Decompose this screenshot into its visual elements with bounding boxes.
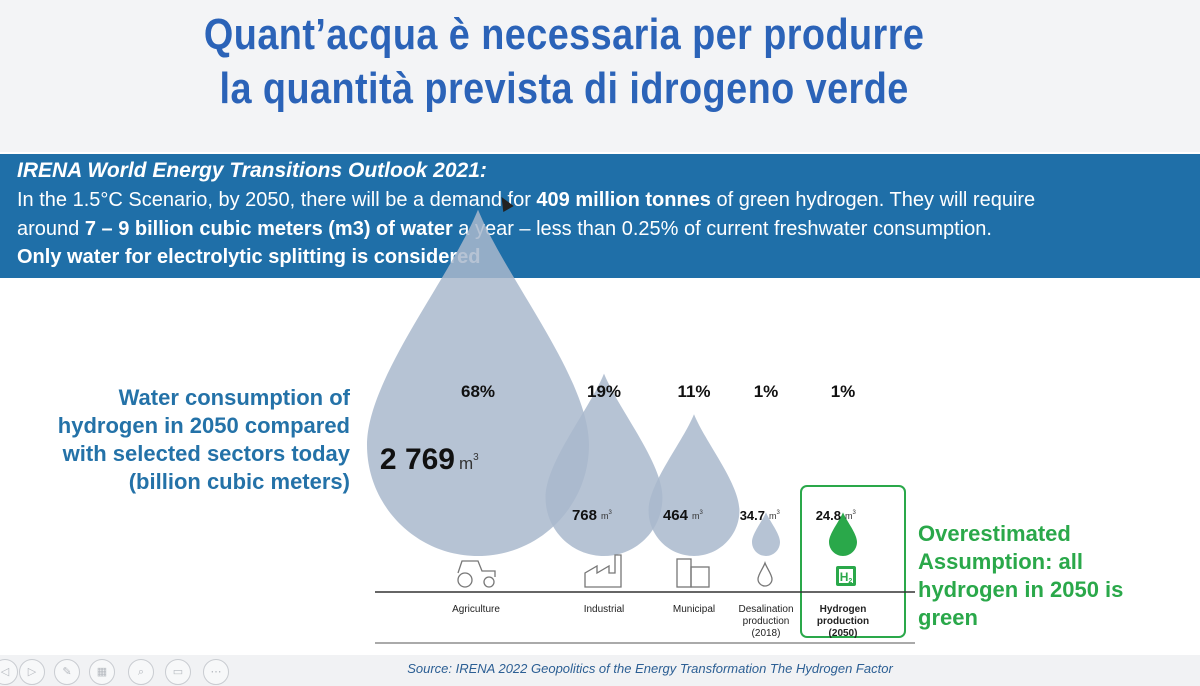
banner-highlight: 7 – 9 billion cubic meters (m3) of water [84,218,453,240]
banner-text: around [17,218,85,240]
category-label: Hydrogen [820,604,867,615]
banner-heading: IRENA World Energy Transitions Outlook 2… [17,159,487,182]
banner-line-3: Only water for electrolytic splitting is… [17,246,481,268]
tractor-icon [457,560,496,577]
value-label: 768 [572,507,597,524]
banner-line-2: around 7 – 9 billion cubic meters (m3) o… [17,218,992,241]
unit-label: m3 [692,510,704,521]
tractor-icon [457,572,473,588]
category-label: Desalination [738,604,793,615]
buildings-icon [690,566,710,588]
title-area: Quant’acqua è necessaria per produrre la… [0,0,1200,152]
water-drop-4 [829,512,857,556]
water-drop-0 [367,209,589,556]
category-label: Industrial [584,604,625,615]
banner-text: In the 1.5°C Scenario, by 2050, there wi… [17,189,537,211]
factory-icon [584,554,622,588]
pen-tool-icon[interactable]: ✎ [54,659,80,685]
share-label: 1% [754,382,779,401]
subtitles-icon[interactable]: ▭ [165,659,191,685]
category-label: (2050) [829,628,858,639]
buildings-icon [676,558,692,588]
share-label: 19% [587,382,621,401]
unit-label: m3 [601,510,613,521]
more-options-icon[interactable]: ⋯ [203,659,229,685]
value-label: 2 769 [380,443,455,476]
value-label: 24.8 [816,508,841,523]
share-label: 68% [461,382,495,401]
unit-label: m3 [769,510,781,521]
banner-text: of green hydrogen. They will require [710,189,1036,211]
info-banner: IRENA World Energy Transitions Outlook 2… [0,154,1200,278]
slides-grid-icon[interactable]: ▦ [89,659,115,685]
droplet-outline-icon [757,561,773,587]
water-drop-3 [752,512,780,556]
water-drop-1 [545,373,663,556]
h2-icon [839,569,853,583]
unit-label: m3 [845,510,857,521]
banner-highlight: 409 million tonnes [536,189,711,211]
banner-text: a year – less than 0.25% of current fres… [452,218,992,240]
category-label: Agriculture [452,604,500,615]
value-label: 464 [663,507,689,524]
value-label: 34.7 [740,508,765,523]
category-label: (2018) [752,628,781,639]
share-label: 11% [677,382,710,401]
water-drop-2 [648,414,740,556]
play-button[interactable]: ▷ [19,659,45,685]
slide-title-line-1: Quant’acqua è necessaria per produrre [203,10,925,59]
source-caption: Source: IRENA 2022 Geopolitics of the En… [407,661,893,676]
slide-title-line-2: la quantità prevista di idrogeno verde [219,64,909,113]
chart-side-label: Water consumption of hydrogen in 2050 co… [57,385,350,494]
share-label: 1% [831,382,856,401]
category-label: production [743,616,790,627]
category-label: Municipal [673,604,715,615]
overestimate-note: Overestimated Assumption: all hydrogen i… [918,521,1124,630]
presentation-toolbar [0,655,1200,686]
hydrogen-highlight-box [800,485,906,638]
tractor-icon [483,576,495,588]
category-label: production [817,616,869,627]
banner-line-1: In the 1.5°C Scenario, by 2050, there wi… [17,189,1035,212]
zoom-icon[interactable]: ⌕ [128,659,154,685]
